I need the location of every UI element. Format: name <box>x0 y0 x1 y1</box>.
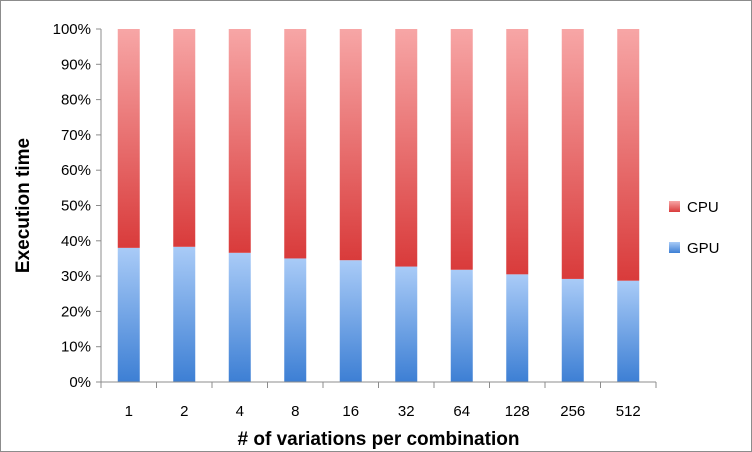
y-tick-label: 80% <box>61 92 91 109</box>
x-tick-label: 128 <box>505 403 530 420</box>
bar-gpu-64 <box>450 269 473 382</box>
x-tick-label: 64 <box>453 403 470 420</box>
bar-cpu-512 <box>617 29 640 281</box>
bars-group <box>117 29 640 382</box>
y-tick-label: 90% <box>61 56 91 73</box>
legend-swatch-gpu <box>669 242 680 253</box>
y-tick-label: 60% <box>61 162 91 179</box>
y-tick-label: 100% <box>53 21 91 38</box>
y-tick-label: 10% <box>61 339 91 356</box>
bar-cpu-1 <box>117 29 140 248</box>
legend: CPU GPU <box>669 199 720 257</box>
x-tick-label: 8 <box>291 403 299 420</box>
x-tick-label: 256 <box>560 403 585 420</box>
legend-swatch-cpu <box>669 201 680 212</box>
axes-group <box>96 28 657 388</box>
bar-gpu-4 <box>228 252 251 382</box>
bar-cpu-256 <box>561 29 584 279</box>
legend-label-gpu: GPU <box>687 240 720 257</box>
y-tick-label: 70% <box>61 127 91 144</box>
bar-cpu-8 <box>284 29 307 259</box>
y-tick-label: 50% <box>61 198 91 215</box>
x-tick-label: 2 <box>180 403 188 420</box>
bar-gpu-16 <box>339 260 362 382</box>
x-tick-label: 16 <box>342 403 359 420</box>
x-tick-label: 32 <box>398 403 415 420</box>
bar-gpu-256 <box>561 278 584 382</box>
bar-cpu-2 <box>173 29 196 247</box>
x-tick-labels: 1 2 4 8 16 32 64 128 256 512 <box>125 403 641 420</box>
bar-gpu-2 <box>173 246 196 382</box>
x-tick-label: 512 <box>616 403 641 420</box>
y-tick-label: 20% <box>61 303 91 320</box>
y-tick-labels: 0% 10% 20% 30% 40% 50% 60% 70% 80% 90% 100% <box>53 21 91 391</box>
x-tick-label: 1 <box>125 403 133 420</box>
y-tick-label: 40% <box>61 233 91 250</box>
bar-gpu-128 <box>506 274 529 382</box>
y-axis-title: Execution time <box>13 138 34 273</box>
bar-gpu-512 <box>617 280 640 382</box>
bar-gpu-8 <box>284 258 307 382</box>
bar-gpu-1 <box>117 247 140 382</box>
bar-cpu-16 <box>339 29 362 261</box>
bar-cpu-32 <box>395 29 418 267</box>
y-tick-label: 30% <box>61 268 91 285</box>
legend-label-cpu: CPU <box>687 199 719 216</box>
x-axis-title: # of variations per combination <box>238 429 520 450</box>
bar-cpu-128 <box>506 29 529 275</box>
bar-cpu-64 <box>450 29 473 270</box>
y-tick-label: 0% <box>69 374 91 391</box>
bar-cpu-4 <box>228 29 251 253</box>
bar-gpu-32 <box>395 266 418 382</box>
x-tick-label: 4 <box>236 403 244 420</box>
